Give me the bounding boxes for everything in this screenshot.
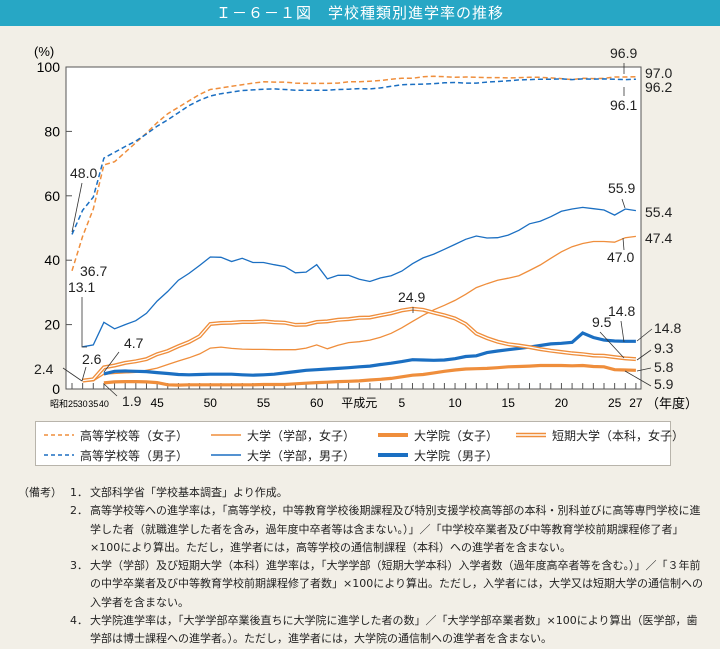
x-tick-label: 10 bbox=[448, 396, 462, 410]
x-tick-label: 平成元 bbox=[341, 396, 377, 410]
data-label: 2.6 bbox=[82, 351, 102, 367]
note-number: 4． bbox=[70, 612, 90, 649]
legend-label: 高等学校等（女子） bbox=[80, 427, 188, 444]
legend-swatch-icon bbox=[378, 430, 408, 440]
data-label: 24.9 bbox=[398, 289, 425, 305]
data-label: 14.8 bbox=[654, 320, 681, 336]
legend-item: 短期大学（本科，女子） bbox=[516, 426, 684, 444]
legend-item: 大学院（女子） bbox=[378, 426, 498, 444]
data-label: 55.4 bbox=[645, 204, 672, 220]
legend-item: 高等学校等（男子） bbox=[44, 446, 188, 464]
legend-label: 大学（学部，男子） bbox=[247, 447, 355, 464]
x-tick-label: 45 bbox=[150, 396, 164, 410]
note-text: 高等学校等への進学率は，「高等学校，中等教育学校後期課程及び特別支援学校高等部の… bbox=[90, 502, 708, 557]
x-tick-label: 40 bbox=[99, 399, 109, 409]
note-number: 3． bbox=[70, 557, 90, 612]
y-tick-label: 60 bbox=[44, 188, 60, 204]
legend-swatch-icon bbox=[44, 430, 74, 440]
data-label: 96.2 bbox=[645, 79, 672, 95]
y-tick-label: 100 bbox=[37, 59, 61, 75]
legend-item: 高等学校等（女子） bbox=[44, 426, 188, 444]
x-tick-label: 昭和25 bbox=[50, 399, 78, 409]
data-label: 5.8 bbox=[654, 359, 674, 375]
note-text: 大学院進学率は，「大学学部卒業後直ちに大学院に進学した者の数」／「大学学部卒業者… bbox=[90, 612, 708, 649]
legend-swatch-icon bbox=[211, 430, 241, 440]
x-tick-label: 35 bbox=[88, 399, 98, 409]
note-item: 2．高等学校等への進学率は，「高等学校，中等教育学校後期課程及び特別支援学校高等… bbox=[70, 502, 708, 557]
note-number: 1． bbox=[70, 484, 90, 502]
data-label: 9.3 bbox=[654, 340, 674, 356]
legend: 高等学校等（女子）大学（学部，女子）大学院（女子）短期大学（本科，女子）高等学校… bbox=[35, 421, 671, 466]
y-tick-label: 20 bbox=[44, 317, 60, 333]
note-item: 1．文部科学省「学校基本調査」より作成。 bbox=[70, 484, 708, 502]
data-label: 36.7 bbox=[80, 263, 107, 279]
x-tick-label: 25 bbox=[608, 396, 622, 410]
data-label: 96.9 bbox=[610, 45, 637, 61]
legend-label: 大学院（女子） bbox=[414, 427, 498, 444]
data-label: 48.0 bbox=[70, 165, 97, 181]
data-label: 5.9 bbox=[654, 376, 674, 392]
legend-swatch-icon bbox=[516, 430, 546, 440]
data-label: 4.7 bbox=[124, 335, 144, 351]
x-tick-label: 30 bbox=[78, 399, 88, 409]
note-item: 4．大学院進学率は，「大学学部卒業後直ちに大学院に進学した者の数」／「大学学部卒… bbox=[70, 612, 708, 649]
note-text: 文部科学省「学校基本調査」より作成。 bbox=[90, 484, 708, 502]
x-axis-unit: （年度） bbox=[646, 396, 698, 411]
data-label: 55.9 bbox=[608, 180, 635, 196]
x-tick-label: 20 bbox=[555, 396, 569, 410]
legend-item: 大学院（男子） bbox=[378, 446, 498, 464]
x-tick-label: 15 bbox=[502, 396, 516, 410]
x-tick-label: 60 bbox=[310, 396, 324, 410]
y-tick-label: 80 bbox=[44, 123, 60, 139]
notes-heading: （備考） bbox=[18, 484, 70, 649]
legend-item: 大学（学部，女子） bbox=[211, 426, 355, 444]
x-tick-label: 27 bbox=[629, 396, 643, 410]
x-tick-label: 55 bbox=[257, 396, 271, 410]
legend-label: 短期大学（本科，女子） bbox=[552, 427, 684, 444]
legend-swatch-icon bbox=[378, 450, 408, 460]
plot-area bbox=[66, 67, 641, 389]
legend-item: 大学（学部，男子） bbox=[211, 446, 355, 464]
data-label: 9.5 bbox=[592, 314, 612, 330]
note-item: 3．大学（学部）及び短期大学（本科）進学率は，「大学学部（短期大学本科）入学者数… bbox=[70, 557, 708, 612]
figure-title: Ｉ－６－１図 学校種類別進学率の推移 bbox=[0, 0, 720, 26]
y-tick-label: 40 bbox=[44, 252, 60, 268]
legend-swatch-icon bbox=[44, 450, 74, 460]
data-label: 47.0 bbox=[607, 249, 634, 265]
note-text: 大学（学部）及び短期大学（本科）進学率は，「大学学部（短期大学本科）入学者数（過… bbox=[90, 557, 708, 612]
legend-label: 大学（学部，女子） bbox=[247, 427, 355, 444]
data-label: 1.9 bbox=[122, 393, 142, 409]
notes: （備考） 1．文部科学省「学校基本調査」より作成。2．高等学校等への進学率は，「… bbox=[18, 484, 708, 649]
y-axis-label: (%) bbox=[34, 44, 54, 59]
y-tick-label: 0 bbox=[52, 381, 60, 397]
data-label: 13.1 bbox=[68, 279, 95, 295]
note-number: 2． bbox=[70, 502, 90, 557]
data-label: 96.1 bbox=[610, 97, 637, 113]
legend-swatch-icon bbox=[211, 450, 241, 460]
data-label: 2.4 bbox=[34, 361, 54, 377]
legend-label: 高等学校等（男子） bbox=[80, 447, 188, 464]
x-tick-label: 5 bbox=[398, 396, 405, 410]
data-label: 14.8 bbox=[608, 303, 635, 319]
data-label: 47.4 bbox=[645, 230, 672, 246]
legend-label: 大学院（男子） bbox=[414, 447, 498, 464]
x-tick-label: 50 bbox=[204, 396, 218, 410]
